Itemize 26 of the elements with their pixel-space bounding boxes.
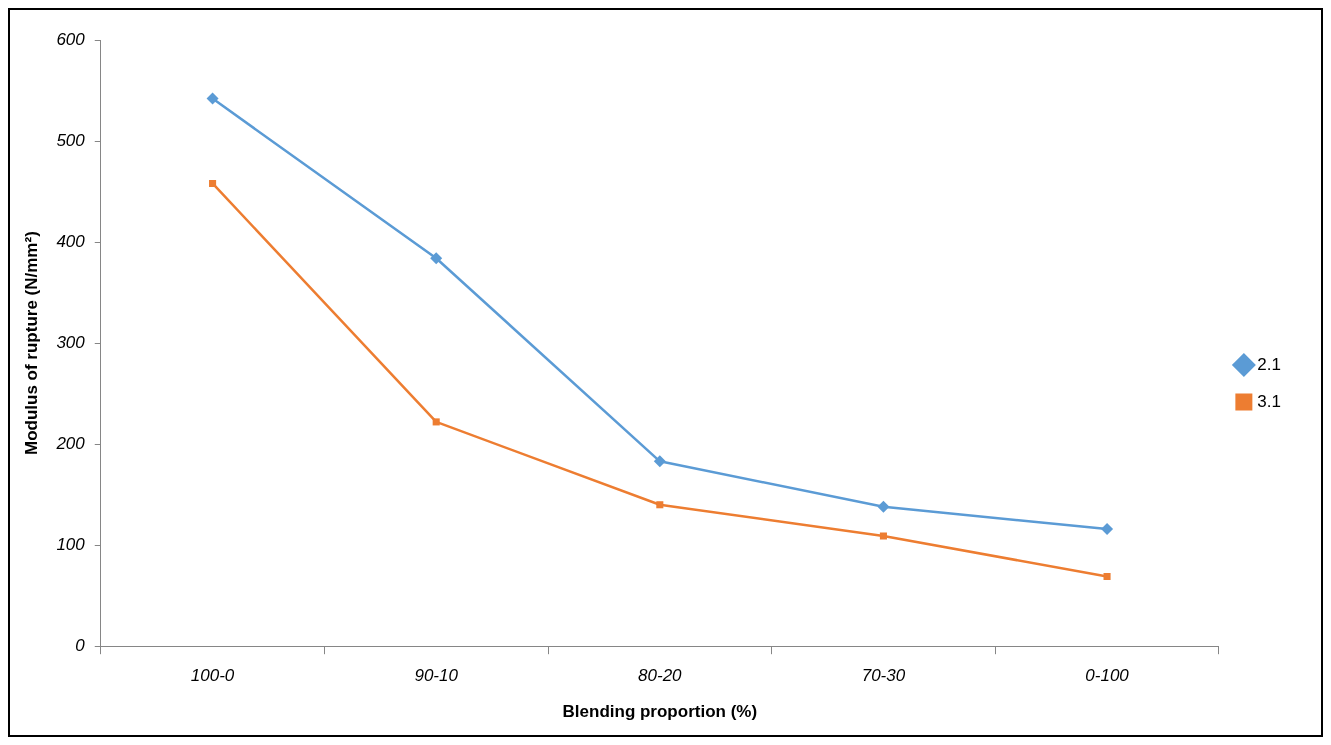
y-tick-label: 300 — [56, 332, 86, 352]
legend-label: 2.1 — [1257, 354, 1282, 374]
point — [209, 179, 217, 187]
y-axis-title: Modulus of rupture (N/mm²) — [21, 231, 41, 456]
point — [879, 532, 887, 540]
x-tick-label: 70-30 — [861, 666, 906, 686]
x-axis-title: Blending proportion (%) — [562, 702, 758, 722]
x-tick-label: 90-10 — [414, 666, 459, 686]
y-tick-label: 400 — [56, 231, 86, 251]
point — [430, 252, 443, 265]
y-tick-label: 500 — [56, 130, 86, 150]
point — [877, 500, 890, 513]
point — [206, 92, 219, 105]
x-tick-label: 100-0 — [190, 666, 235, 686]
legend-label: 3.1 — [1257, 391, 1282, 411]
y-tick-label: 600 — [56, 29, 86, 49]
y-tick-label: 100 — [56, 534, 86, 554]
x-tick-label: 0-100 — [1085, 666, 1130, 686]
y-tick-label: 200 — [55, 433, 86, 453]
point — [1101, 523, 1114, 535]
point — [1103, 572, 1111, 581]
point — [653, 455, 666, 468]
x-tick-label: 80-20 — [638, 666, 683, 686]
point — [656, 501, 664, 509]
point — [432, 418, 440, 426]
y-tick-label: 0 — [75, 635, 86, 655]
